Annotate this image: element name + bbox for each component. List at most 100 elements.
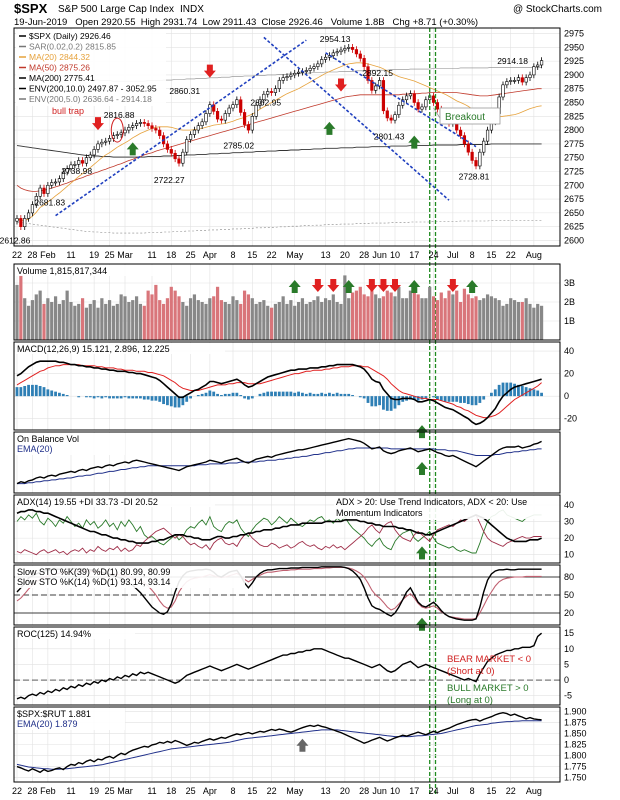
env5-lower-line <box>16 220 542 234</box>
y-tick-label: -5 <box>564 691 572 701</box>
breakout-label: Breakout <box>445 112 485 123</box>
candle-body <box>431 95 436 103</box>
macd-histogram-bar <box>451 396 455 402</box>
x-tick-label: 10 <box>390 786 400 796</box>
volume-bar <box>404 298 409 340</box>
macd-histogram-bar <box>150 396 154 401</box>
volume-bar <box>150 294 154 340</box>
macd-histogram-bar <box>243 396 246 399</box>
macd-histogram-bar <box>274 391 277 397</box>
volume-bar <box>393 296 397 340</box>
volume-bar <box>381 296 386 340</box>
candle-body <box>524 77 528 83</box>
x-tick-label: 28 <box>27 250 37 260</box>
macd-histogram-bar <box>104 396 108 398</box>
candle-body <box>227 107 231 114</box>
green-arrow-icon <box>416 617 428 631</box>
volume-bar <box>235 300 239 340</box>
x-tick-label: 24 <box>429 786 439 796</box>
candle-body <box>393 114 397 121</box>
x-tick-label: 25 <box>186 786 196 796</box>
chart-name: S&P 500 Large Cap Index <box>58 4 174 15</box>
macd-histogram-bar <box>297 391 300 397</box>
candle-body <box>23 218 27 227</box>
macd-histogram-bar <box>320 392 324 397</box>
bear-market-text: (Short at 0) <box>447 666 495 677</box>
macd-histogram-bar <box>343 393 347 397</box>
volume-bar <box>347 298 351 340</box>
obv-line <box>16 437 542 485</box>
candle-body <box>354 49 359 55</box>
volume-bar <box>19 275 23 340</box>
volume-bar <box>142 305 146 340</box>
macd-histogram-bar <box>96 396 100 398</box>
volume-bar <box>385 290 389 340</box>
candle-body <box>119 132 123 135</box>
candle-body <box>435 102 440 110</box>
y-tick-label: 50 <box>564 590 574 600</box>
candle-body <box>539 60 544 66</box>
candle-body <box>142 122 146 124</box>
candle-body <box>19 218 23 227</box>
volume-bar <box>331 294 335 340</box>
volume-bar <box>435 300 440 340</box>
macd-histogram-bar <box>61 393 65 397</box>
macd-histogram-bar <box>466 396 470 405</box>
macd-histogram-bar <box>301 392 304 397</box>
macd-histogram-bar <box>216 393 219 397</box>
volume-bar <box>50 302 54 340</box>
macd-histogram-bar <box>293 392 297 397</box>
x-tick-label: 10 <box>390 250 400 260</box>
macd-histogram-bar <box>366 396 370 403</box>
y-tick-label: 2625 <box>564 222 584 232</box>
roc-panel-frame <box>13 626 561 706</box>
legend-box <box>15 265 165 276</box>
macd-histogram-bar <box>262 392 266 397</box>
volume-bar <box>77 303 81 340</box>
candle-body <box>362 58 366 67</box>
volume-bar <box>439 292 443 340</box>
candle-body <box>146 123 150 126</box>
volume-bar <box>516 302 521 340</box>
volume-bar <box>323 298 328 340</box>
macd-histogram-bar <box>19 387 23 397</box>
candle-body <box>231 104 235 109</box>
x-tick-label: 8 <box>230 786 235 796</box>
legend-box <box>15 708 125 730</box>
candle-body <box>385 110 389 119</box>
volume-bar <box>231 296 235 340</box>
macd-histogram-bar <box>115 396 119 399</box>
volume-bar <box>304 303 308 340</box>
x-tick-label: 22 <box>267 250 277 260</box>
x-tick-label: 22 <box>267 786 277 796</box>
x-tick-label: 20 <box>340 786 350 796</box>
y-tick-label: 2850 <box>564 98 584 108</box>
candle-body <box>424 99 428 108</box>
volume-bar <box>474 296 478 340</box>
volume-bar <box>397 286 401 340</box>
candle-body <box>107 138 112 142</box>
y-tick-label: 3B <box>564 278 575 288</box>
legend-box <box>15 433 125 455</box>
x-tick-label: 25 <box>186 250 196 260</box>
macd-histogram-bar <box>412 396 416 400</box>
red-arrow-icon <box>365 279 378 292</box>
x-tick-label: 22 <box>506 786 516 796</box>
macd-histogram-bar <box>50 390 54 397</box>
price-legend-entry: ENV(200,5.0) 2636.64 - 2914.18 <box>29 94 152 104</box>
price-point-label: 2816.88 <box>104 110 135 120</box>
macd-histogram-bar <box>34 384 38 397</box>
macd-label: MACD(12,26,9) 15.121, 2.896, 12.225 <box>17 344 170 354</box>
volume-bar <box>84 307 89 340</box>
green-arrow-icon <box>416 546 428 560</box>
volume-bar <box>69 302 73 340</box>
candle-body <box>150 125 154 129</box>
volume-bar <box>88 303 92 340</box>
breakout-pointer <box>433 107 441 119</box>
candle-body <box>285 76 289 78</box>
candle-body <box>320 59 324 65</box>
y-tick-label: 30 <box>564 517 574 527</box>
x-tick-label: 20 <box>340 250 350 260</box>
candle-body <box>134 123 139 126</box>
